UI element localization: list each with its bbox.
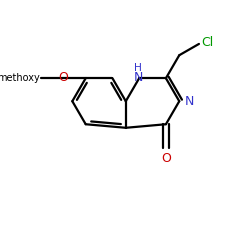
Text: N: N	[185, 95, 194, 108]
Text: H: H	[134, 64, 142, 74]
Text: N: N	[134, 70, 143, 84]
Text: methoxy: methoxy	[0, 73, 40, 83]
Text: Cl: Cl	[201, 36, 213, 50]
Text: O: O	[161, 152, 171, 165]
Text: O: O	[58, 71, 68, 84]
